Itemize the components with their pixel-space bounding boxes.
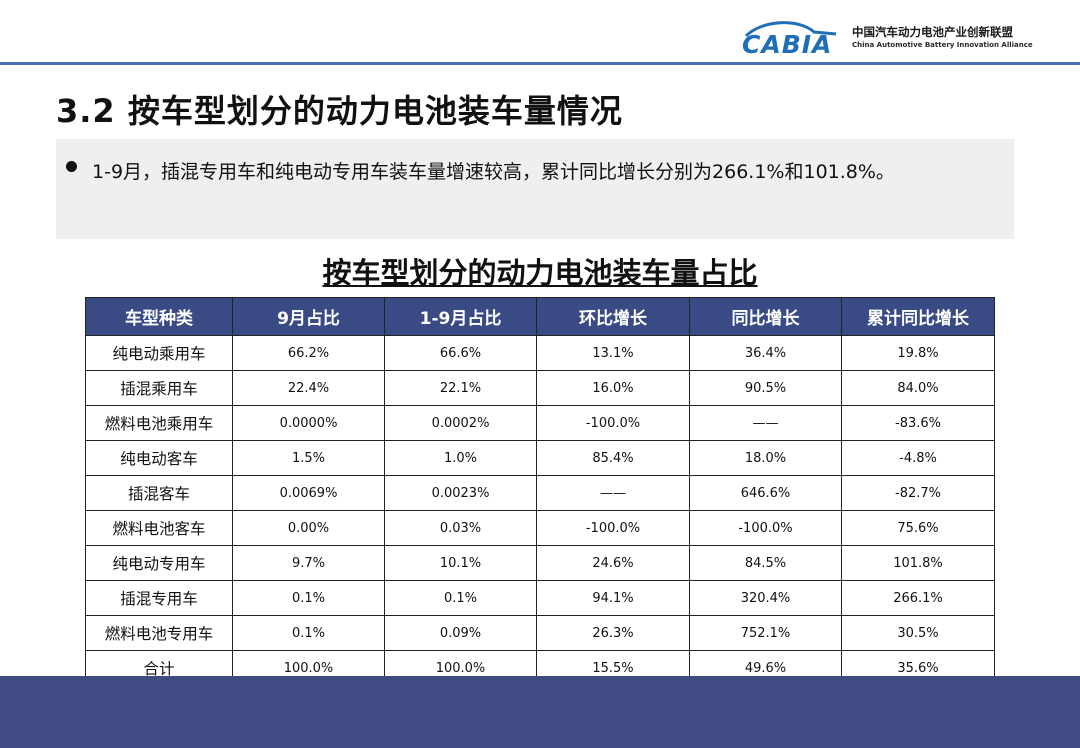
table-cell: 90.5% [689, 370, 842, 406]
header-divider [0, 62, 1080, 65]
table-cell: 13.1% [536, 335, 690, 371]
slide-title: 3.2 按车型划分的动力电池装车量情况 [56, 92, 623, 130]
table-title: 按车型划分的动力电池装车量占比 [322, 256, 758, 290]
footer-band [0, 676, 1080, 748]
table-cell: 752.1% [689, 615, 842, 651]
table-cell: 0.0000% [232, 405, 385, 441]
table-cell: 84.5% [689, 545, 842, 581]
table-cell: 0.00% [232, 510, 385, 546]
table-cell: 9.7% [232, 545, 385, 581]
table-cell: 266.1% [841, 580, 995, 616]
table-header-row: 车型种类 9月占比 1-9月占比 环比增长 同比增长 累计同比增长 [85, 297, 995, 336]
row-label-cell: 纯电动专用车 [85, 545, 233, 581]
table-cell: 0.0002% [384, 405, 537, 441]
table-cell: 75.6% [841, 510, 995, 546]
table-cell: -83.6% [841, 405, 995, 441]
table-cell: -82.7% [841, 475, 995, 511]
table-cell: 0.1% [232, 580, 385, 616]
table-cell: 0.1% [384, 580, 537, 616]
table-cell: 10.1% [384, 545, 537, 581]
row-label-cell: 插混乘用车 [85, 370, 233, 406]
table-cell: 646.6% [689, 475, 842, 511]
vehicle-type-table: 车型种类 9月占比 1-9月占比 环比增长 同比增长 累计同比增长 纯电动乘用车… [85, 297, 995, 686]
row-label-cell: 燃料电池客车 [85, 510, 233, 546]
table-cell: 320.4% [689, 580, 842, 616]
table-row: 纯电动客车 1.5% 1.0% 85.4% 18.0% -4.8% [85, 440, 995, 476]
row-label-cell: 纯电动客车 [85, 440, 233, 476]
bullet-box: 1-9月，插混专用车和纯电动专用车装车量增速较高，累计同比增长分别为266.1%… [56, 139, 1014, 239]
logo-chinese-name: 中国汽车动力电池产业创新联盟 [852, 25, 1013, 39]
car-roof-arc-icon [744, 21, 837, 38]
table-cell: 19.8% [841, 335, 995, 371]
table-row: 插混客车 0.0069% 0.0023% —— 646.6% -82.7% [85, 475, 995, 511]
logo-wordmark: CABIA [742, 30, 833, 59]
table-cell: 24.6% [536, 545, 690, 581]
header-mom-growth: 环比增长 [536, 297, 690, 336]
table-cell: 84.0% [841, 370, 995, 406]
table-cell: -100.0% [536, 510, 690, 546]
table-cell: 22.1% [384, 370, 537, 406]
table-cell: 0.09% [384, 615, 537, 651]
table-cell: 26.3% [536, 615, 690, 651]
table-row: 燃料电池专用车 0.1% 0.09% 26.3% 752.1% 30.5% [85, 615, 995, 651]
header-yoy-growth: 同比增长 [689, 297, 842, 336]
table-cell: 1.0% [384, 440, 537, 476]
table-cell: 16.0% [536, 370, 690, 406]
bullet-dot-icon [66, 161, 77, 172]
table-row: 燃料电池客车 0.00% 0.03% -100.0% -100.0% 75.6% [85, 510, 995, 546]
row-label-cell: 插混客车 [85, 475, 233, 511]
table-cell: 36.4% [689, 335, 842, 371]
table-cell: —— [689, 405, 842, 441]
table-row: 纯电动专用车 9.7% 10.1% 24.6% 84.5% 101.8% [85, 545, 995, 581]
table-cell: —— [536, 475, 690, 511]
table-cell: 0.03% [384, 510, 537, 546]
table-cell: 0.0023% [384, 475, 537, 511]
table-cell: 66.2% [232, 335, 385, 371]
row-label-cell: 燃料电池乘用车 [85, 405, 233, 441]
row-label-cell: 插混专用车 [85, 580, 233, 616]
row-label-cell: 纯电动乘用车 [85, 335, 233, 371]
table-cell: -100.0% [689, 510, 842, 546]
logo-english-name: China Automotive Battery Innovation Alli… [852, 41, 1033, 49]
table-body: 纯电动乘用车 66.2% 66.6% 13.1% 36.4% 19.8% 插混乘用车 22.4… [85, 335, 995, 686]
cabia-logo: CABIA 中国汽车动力电池产业创新联盟 China Automotive Ba… [740, 14, 1040, 59]
table-cell: 30.5% [841, 615, 995, 651]
table-cell: 0.0069% [232, 475, 385, 511]
header-ytd-share: 1-9月占比 [384, 297, 537, 336]
table-cell: 0.1% [232, 615, 385, 651]
table-cell: 101.8% [841, 545, 995, 581]
table-cell: 22.4% [232, 370, 385, 406]
header-vehicle-type: 车型种类 [85, 297, 233, 336]
table-cell: 1.5% [232, 440, 385, 476]
table-row: 纯电动乘用车 66.2% 66.6% 13.1% 36.4% 19.8% [85, 335, 995, 371]
header-sept-share: 9月占比 [232, 297, 385, 336]
table-row: 插混专用车 0.1% 0.1% 94.1% 320.4% 266.1% [85, 580, 995, 616]
table-cell: -4.8% [841, 440, 995, 476]
row-label-cell: 燃料电池专用车 [85, 615, 233, 651]
table-cell: 18.0% [689, 440, 842, 476]
table-row: 燃料电池乘用车 0.0000% 0.0002% -100.0% —— -83.6% [85, 405, 995, 441]
table-cell: 85.4% [536, 440, 690, 476]
table-cell: 94.1% [536, 580, 690, 616]
table-row: 插混乘用车 22.4% 22.1% 16.0% 90.5% 84.0% [85, 370, 995, 406]
bullet-text: 1-9月，插混专用车和纯电动专用车装车量增速较高，累计同比增长分别为266.1%… [92, 161, 895, 183]
table-cell: 66.6% [384, 335, 537, 371]
table-cell: -100.0% [536, 405, 690, 441]
header-ytd-yoy-growth: 累计同比增长 [841, 297, 995, 336]
